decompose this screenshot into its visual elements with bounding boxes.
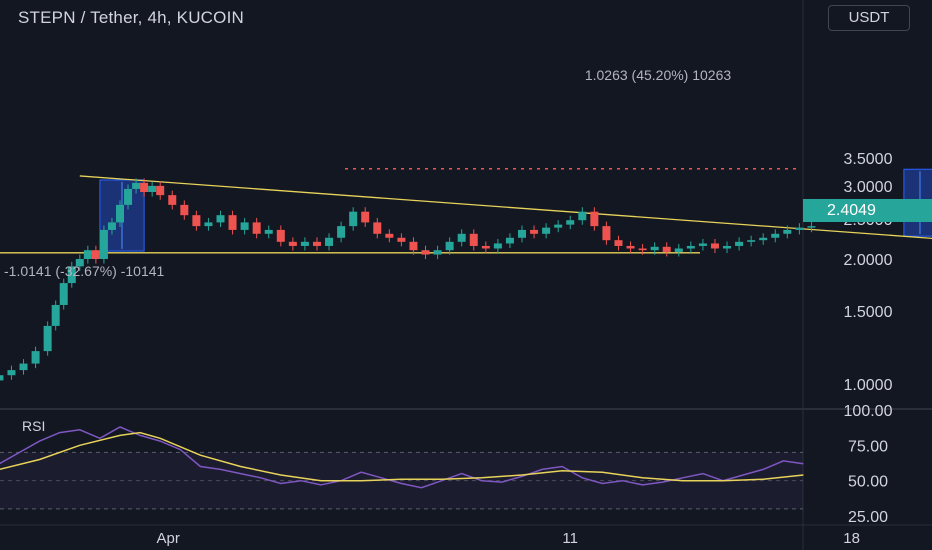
candle-body: [192, 215, 201, 227]
candle-body: [578, 211, 587, 221]
candle-body: [759, 237, 768, 241]
candle-body: [264, 229, 273, 234]
candle-body: [300, 241, 309, 246]
candle-body: [385, 233, 394, 238]
candle-body: [168, 195, 177, 205]
candle-body: [457, 233, 466, 242]
candle-body: [481, 245, 490, 249]
candle-body: [493, 243, 502, 249]
candle-body: [148, 185, 157, 192]
rsi-tick-label: 50.00: [848, 474, 888, 491]
candle-body: [602, 226, 611, 241]
descending-trendline: [79, 175, 932, 239]
chart-title: STEPN / Tether, 4h, KUCOIN: [18, 8, 244, 27]
candle-body: [140, 182, 149, 192]
candle-body: [590, 211, 599, 227]
last-price-tag: 2.4049: [803, 199, 932, 222]
rsi-tick-label: 25.00: [848, 509, 888, 526]
candle-body: [723, 245, 732, 249]
candle-body: [698, 243, 707, 246]
candle-body: [337, 226, 346, 238]
candle-body: [638, 248, 647, 251]
candle-body: [156, 185, 165, 196]
currency-button[interactable]: USDT: [828, 5, 910, 31]
candle-body: [107, 222, 116, 230]
candle-body: [686, 245, 695, 249]
price-tick-label: 3.5000: [844, 151, 893, 168]
candle-body: [433, 250, 442, 255]
candle-body: [59, 283, 68, 305]
candle-body: [421, 250, 430, 255]
candle-body: [783, 229, 792, 234]
candle-body: [626, 245, 635, 249]
candle-body: [445, 241, 454, 251]
price-tick-label: 3.0000: [844, 179, 893, 196]
candle-body: [116, 204, 124, 223]
candle-body: [325, 237, 334, 246]
candle-body: [19, 363, 28, 371]
measure-up-label: 1.0263 (45.20%) 10263: [585, 67, 732, 83]
candle-body: [674, 248, 683, 252]
candle-body: [807, 226, 816, 228]
candle-body: [216, 215, 225, 223]
candle-body: [43, 325, 52, 352]
candle-body: [180, 204, 189, 216]
rsi-line: [0, 426, 804, 489]
time-tick-label: 11: [562, 530, 578, 547]
candle-body: [566, 220, 575, 225]
candle-body: [0, 375, 4, 381]
candle-body: [51, 304, 60, 326]
candle-body: [99, 229, 108, 259]
candle-body: [409, 241, 418, 251]
candle-body: [228, 215, 237, 230]
candle-body: [530, 229, 539, 234]
rsi-tick-label: 100.00: [844, 403, 893, 420]
candle-body: [650, 246, 659, 251]
candle-body: [542, 227, 551, 234]
measure-down-label: -1.0141 (-32.67%) -10141: [4, 263, 165, 279]
candle-body: [614, 240, 623, 246]
candle-body: [91, 250, 100, 259]
candle-body: [505, 237, 514, 244]
candle-body: [771, 233, 780, 238]
candle-body: [276, 229, 285, 242]
candle-body: [288, 241, 297, 246]
candle-body: [67, 266, 76, 284]
candle-body: [75, 259, 84, 267]
rsi-tick-label: 75.00: [848, 438, 888, 455]
candle-body: [361, 211, 370, 223]
candle-body: [469, 233, 478, 246]
candle-body: [83, 250, 92, 259]
candle-body: [662, 246, 671, 252]
candle-body: [747, 240, 756, 242]
candle-body: [373, 222, 382, 234]
candle-body: [312, 241, 321, 246]
time-tick-label: 18: [843, 530, 860, 547]
rsi-ma-line: [0, 431, 804, 482]
price-tick-label: 1.0000: [844, 377, 893, 394]
candle-body: [795, 227, 804, 230]
candle-body: [397, 237, 406, 242]
candle-body: [252, 222, 261, 234]
price-tick-label: 2.0000: [844, 252, 893, 269]
time-tick-label: Apr: [157, 530, 180, 547]
candle-body: [554, 224, 563, 228]
candle-body: [735, 241, 744, 246]
candle-body: [240, 222, 249, 230]
price-tick-label: 1.5000: [844, 304, 893, 321]
rsi-label: RSI: [22, 418, 46, 434]
candle-body: [132, 182, 141, 189]
candle-body: [710, 243, 719, 249]
candle-body: [204, 222, 213, 227]
candle-body: [7, 370, 16, 376]
candle-body: [31, 351, 40, 364]
candle-body: [349, 211, 358, 227]
candle-body: [124, 188, 133, 205]
candle-body: [518, 229, 526, 238]
